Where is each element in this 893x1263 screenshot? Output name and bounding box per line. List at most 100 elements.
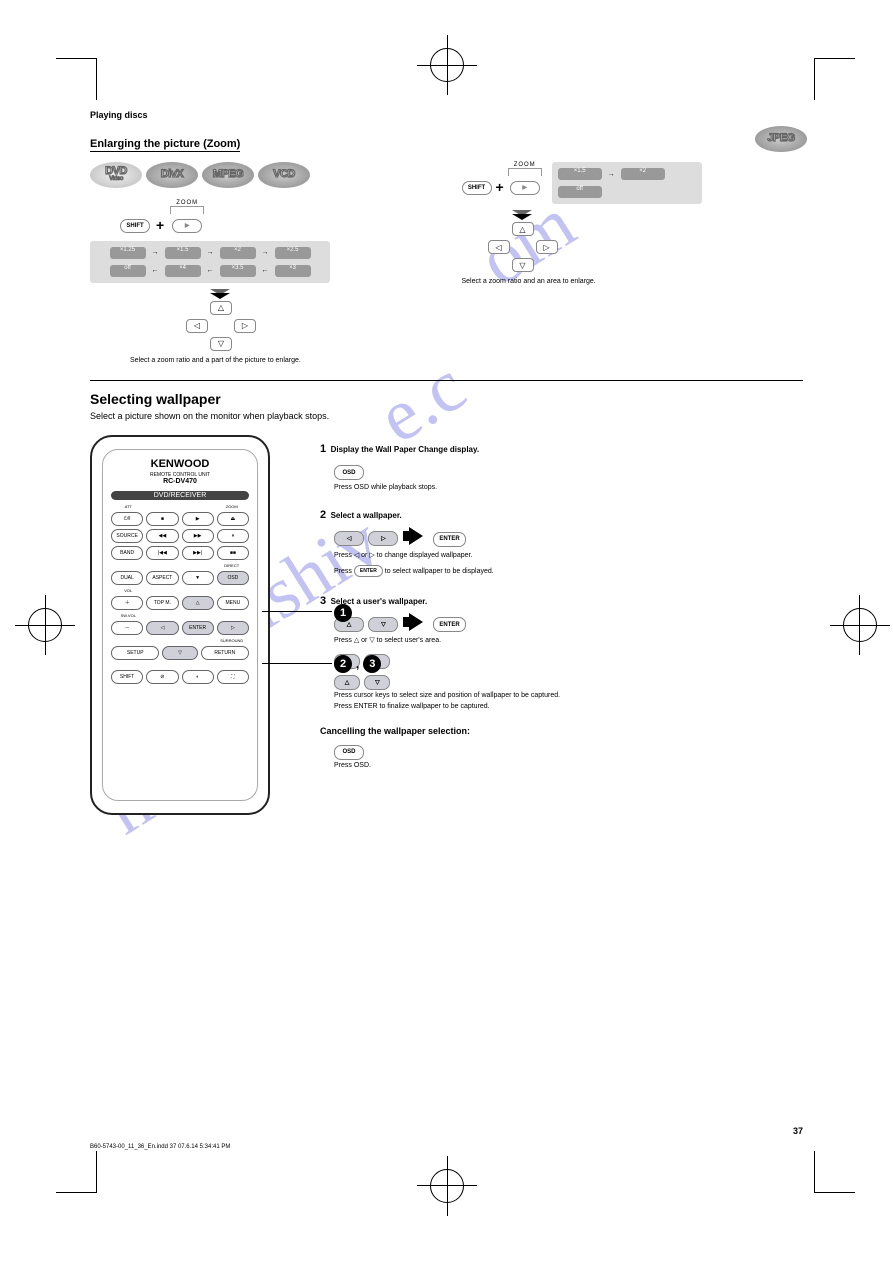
zoom-step: ×3 xyxy=(275,265,311,277)
zoom-caption-right: Select a zoom ratio and an area to enlar… xyxy=(462,278,804,285)
plus-sign: + xyxy=(496,179,504,195)
remote-btn: BAND xyxy=(111,546,143,560)
remote-btn: ▶▶| xyxy=(182,546,214,560)
remote-btn: SETUP xyxy=(111,646,159,660)
step-2-note-b2: to select wallpaper to be displayed. xyxy=(385,568,494,575)
remote-btn: ⊘ xyxy=(146,670,178,684)
remote-control-diagram: KENWOOD REMOTE CONTROL UNIT RC-DV470 DVD… xyxy=(90,435,270,815)
remote-right-btn: ▷ xyxy=(217,621,249,635)
callout-3: 3 xyxy=(363,655,381,673)
zoom-step: ×1.5 xyxy=(558,168,602,180)
enter-key: ENTER xyxy=(433,532,465,547)
zoom-step: ×1.25 xyxy=(110,247,146,259)
remote-btn: MENU xyxy=(217,596,249,610)
dir-up: △ xyxy=(512,222,534,236)
zoom-title: Enlarging the picture (Zoom) xyxy=(90,138,240,152)
page-number: 37 xyxy=(793,1126,803,1136)
remote-btn: ▶ xyxy=(182,512,214,526)
zoom-play-key: ▶ xyxy=(172,219,202,233)
disc-mpeg: MPEG xyxy=(202,162,254,188)
step-3-label: 3 xyxy=(320,595,326,607)
disc-dvd: DVDVideo xyxy=(90,162,142,188)
remote-btn: ■■ xyxy=(217,546,249,560)
arrow-icon xyxy=(409,613,423,631)
remote-btn: |◀◀ xyxy=(146,546,178,560)
callout-2: 2 xyxy=(334,655,352,673)
left-key: ◁ xyxy=(334,531,364,546)
direction-pad: △ ▽ ◁ ▷ xyxy=(488,222,558,272)
cancel-note: Press OSD. xyxy=(334,762,803,769)
step-3-note-b: Press cursor keys to select size and pos… xyxy=(334,692,803,699)
zoom-step: off xyxy=(558,186,602,198)
remote-btn: ▶▶ xyxy=(182,529,214,543)
disc-vcd: VCD xyxy=(258,162,310,188)
remote-btn: ▼ xyxy=(182,571,214,585)
remote-model: RC-DV470 xyxy=(109,478,251,485)
dir-left: ◁ xyxy=(488,240,510,254)
remote-up-btn: △ xyxy=(182,596,214,610)
remote-btn: SHIFT xyxy=(111,670,143,684)
remote-down-btn: ▽ xyxy=(162,646,197,660)
page-header: Playing discs xyxy=(90,110,803,120)
zoom-step: ×2.5 xyxy=(275,247,311,259)
remote-btn: － xyxy=(111,621,143,635)
dir-left: ◁ xyxy=(186,319,208,333)
remote-enter-btn: ENTER xyxy=(182,621,214,635)
up-key: △ xyxy=(334,675,360,690)
step-3-note-a: Press △ or ▽ to select user's area. xyxy=(334,636,803,644)
zoom-caption-left: Select a zoom ratio and a part of the pi… xyxy=(130,357,432,364)
remote-brand: KENWOOD xyxy=(109,458,251,470)
remote-btn: ASPECT xyxy=(146,571,178,585)
zoom-step: ×2 xyxy=(621,168,665,180)
step-3-note-c: Press ENTER to finalize wallpaper to be … xyxy=(334,703,803,710)
dir-right: ▷ xyxy=(234,319,256,333)
remote-btn: ◀◀ xyxy=(146,529,178,543)
dir-right: ▷ xyxy=(536,240,558,254)
step-1-note: Press OSD while playback stops. xyxy=(334,484,803,491)
remote-btn: DUAL xyxy=(111,571,143,585)
zoom-step: ×3.5 xyxy=(220,265,256,277)
step-2-note-a: Press ◁ or ▷ to change displayed wallpap… xyxy=(334,551,803,559)
step-2-note-b1: Press xyxy=(334,568,352,575)
remote-btn: RETURN xyxy=(201,646,249,660)
step-2-label: 2 xyxy=(320,509,326,521)
shift-key: SHIFT xyxy=(462,181,492,195)
dir-down: ▽ xyxy=(512,258,534,272)
remote-btn: ◐ xyxy=(182,670,214,684)
osd-key: OSD xyxy=(334,745,364,760)
zoom-play-key: ▶ xyxy=(510,181,540,195)
wallpaper-title: Selecting wallpaper xyxy=(90,391,803,407)
zoom-step: ×4 xyxy=(165,265,201,277)
remote-btn: ＋ xyxy=(111,596,143,610)
remote-osd-btn: OSD xyxy=(217,571,249,585)
arrow-icon xyxy=(409,527,423,545)
shift-key: SHIFT xyxy=(120,219,150,233)
step-1-text: Display the Wall Paper Change display. xyxy=(331,445,479,454)
step-1-label: 1 xyxy=(320,443,326,455)
zoom-step: ×1.5 xyxy=(165,247,201,259)
remote-btn: TOP M. xyxy=(146,596,178,610)
page-footer: B60-5743-00_11_36_En.indd 37 07.6.14 5:3… xyxy=(90,1144,230,1150)
disc-jpeg: JPEG xyxy=(755,126,807,152)
cancel-title: Cancelling the wallpaper selection: xyxy=(320,726,803,736)
enter-key-inline: ENTER xyxy=(354,565,383,577)
remote-btn: ⏏ xyxy=(217,512,249,526)
direction-pad: △ ▽ ◁ ▷ xyxy=(186,301,256,351)
remote-banner: DVD/RECEIVER xyxy=(111,491,249,500)
osd-key: OSD xyxy=(334,465,364,480)
wallpaper-intro: Select a picture shown on the monitor wh… xyxy=(90,411,803,421)
remote-btn: SOURCE xyxy=(111,529,143,543)
remote-btn: ⛶ xyxy=(217,670,249,684)
right-key: ▷ xyxy=(368,531,398,546)
enter-key: ENTER xyxy=(433,617,465,632)
plus-sign: + xyxy=(156,217,164,233)
down-key: ▽ xyxy=(368,617,398,632)
dir-down: ▽ xyxy=(210,337,232,351)
remote-btn: ⏻/I xyxy=(111,512,143,526)
zoom-step: ×2 xyxy=(220,247,256,259)
zoom-step: off xyxy=(110,265,146,277)
remote-left-btn: ◁ xyxy=(146,621,178,635)
callout-1: 1 xyxy=(334,604,352,622)
down-key: ▽ xyxy=(364,675,390,690)
disc-divx: DivX xyxy=(146,162,198,188)
